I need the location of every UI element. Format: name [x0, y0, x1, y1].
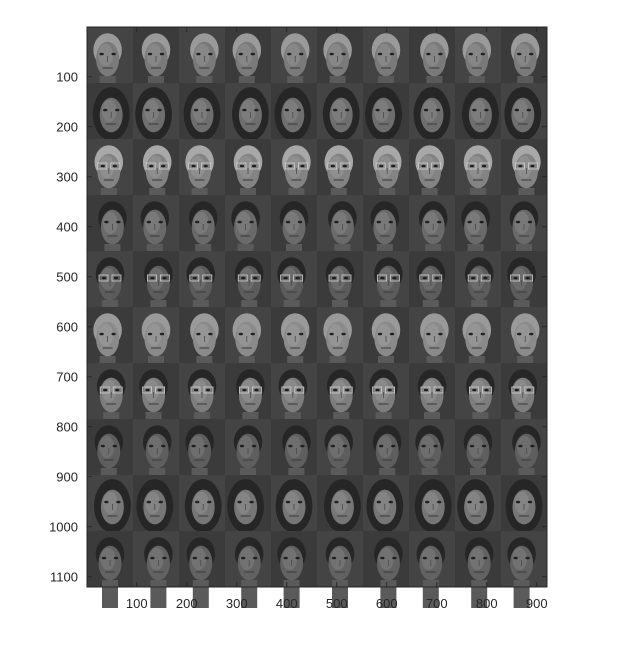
x-tick-label: 600	[376, 596, 398, 611]
y-tick-label: 300	[56, 169, 78, 184]
face-tile	[271, 475, 318, 552]
axes-frame	[86, 26, 548, 588]
face-tile	[317, 83, 364, 160]
face-tile	[271, 251, 318, 328]
face-tile	[179, 83, 226, 160]
face-tile	[409, 363, 456, 440]
face-tile	[501, 475, 548, 552]
face-tile	[455, 251, 502, 328]
face-tile	[225, 419, 272, 496]
x-tick-label: 900	[526, 596, 548, 611]
face-tile	[225, 307, 272, 384]
face-tile	[133, 363, 180, 440]
x-tick-label: 700	[426, 596, 448, 611]
face-tile	[271, 139, 318, 216]
y-tick-label: 1100	[50, 569, 78, 584]
y-tick-label: 100	[56, 69, 78, 84]
face-tile	[501, 251, 548, 328]
y-axis: 100 200 300 400 500 600 700 800 900 1000 1100	[49, 69, 547, 584]
face-tile	[409, 83, 456, 160]
face-tile	[87, 531, 134, 608]
x-tick-label: 300	[226, 596, 248, 611]
x-tick-label: 800	[476, 596, 498, 611]
face-tile	[363, 419, 410, 496]
face-tile	[179, 195, 226, 272]
face-tile	[409, 251, 456, 328]
y-tick-label: 200	[56, 119, 78, 134]
face-tile	[455, 307, 502, 384]
face-tile	[179, 363, 226, 440]
x-tick-label: 500	[326, 596, 348, 611]
face-tile	[179, 419, 226, 496]
face-tile	[455, 363, 502, 440]
face-tile	[409, 531, 456, 608]
y-tick-label: 400	[56, 219, 78, 234]
face-tile	[317, 419, 364, 496]
face-tile	[133, 307, 180, 384]
face-tile	[363, 83, 410, 160]
face-tile	[225, 531, 272, 608]
face-tile	[87, 195, 134, 272]
face-tile	[271, 419, 318, 496]
face-tile	[409, 139, 456, 216]
face-montage-image	[87, 27, 548, 608]
face-tile	[317, 475, 364, 552]
face-tile	[317, 251, 364, 328]
y-tick-label: 1000	[49, 519, 78, 534]
face-tile	[271, 307, 318, 384]
y-tick-label: 700	[56, 369, 78, 384]
face-tile	[363, 27, 410, 104]
x-axis: 100 200 300 400 500 600 700 800 900	[126, 27, 548, 611]
face-tile	[271, 363, 318, 440]
y-tick-label: 600	[56, 319, 78, 334]
x-tick-label: 100	[126, 596, 148, 611]
y-tick-label: 900	[56, 469, 78, 484]
y-tick-label: 500	[56, 269, 78, 284]
face-tile	[363, 475, 410, 552]
face-tile	[133, 419, 180, 496]
face-tile	[87, 363, 134, 440]
face-tile	[363, 531, 410, 608]
face-tile	[455, 531, 502, 608]
face-tile	[179, 307, 226, 384]
x-tick-label: 400	[276, 596, 298, 611]
y-tick-label: 800	[56, 419, 78, 434]
x-tick-label: 200	[176, 596, 198, 611]
